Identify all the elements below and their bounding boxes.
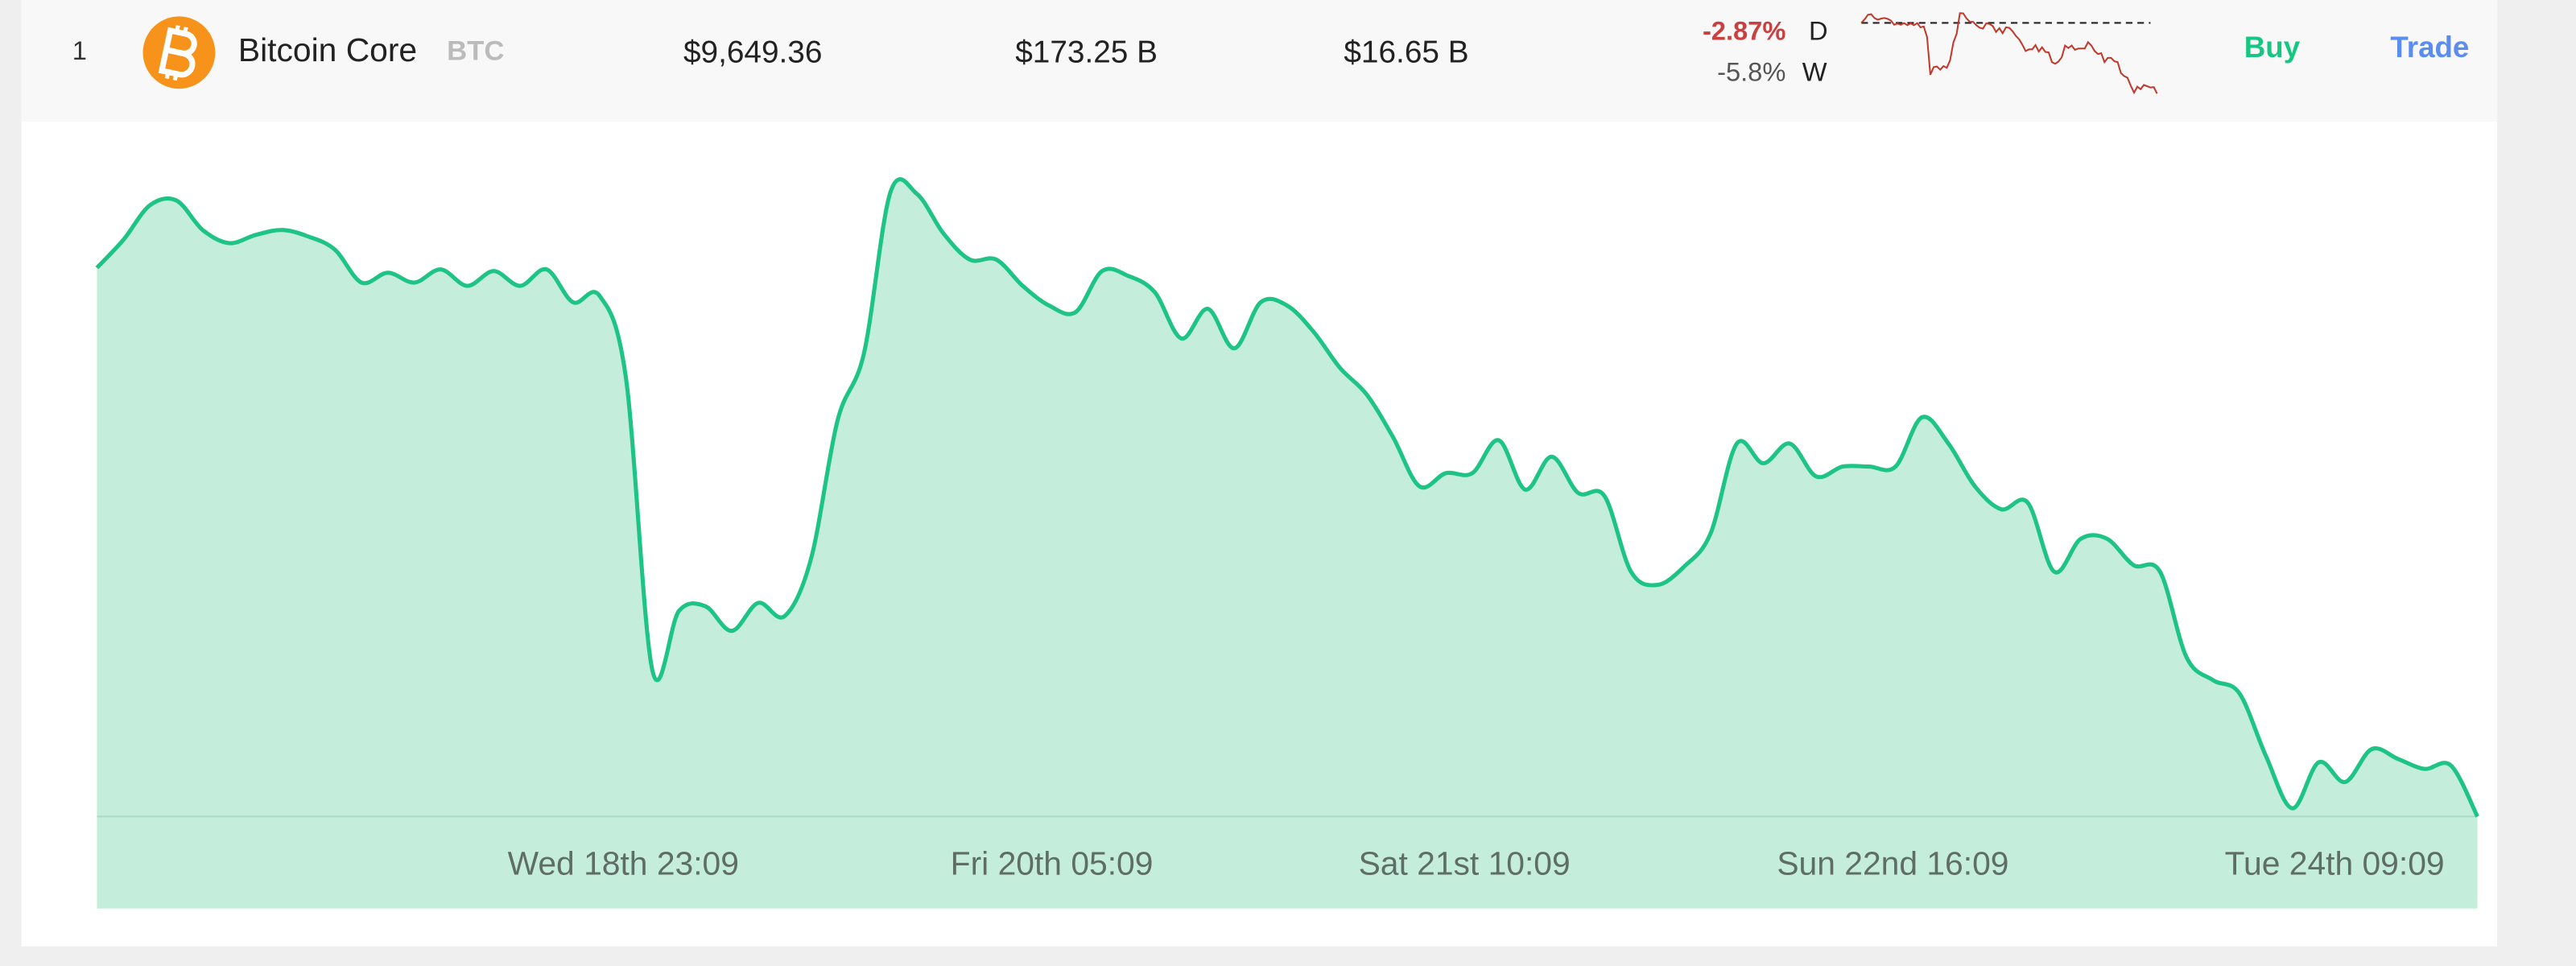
market-cap: $173.25 B [1015, 35, 1158, 70]
coin-symbol: BTC [447, 35, 504, 66]
day-label: D [1809, 15, 1828, 45]
x-tick-label: Wed 18th 23:09 [508, 844, 739, 881]
x-tick-label: Fri 20th 05:09 [951, 844, 1154, 881]
week-label: W [1802, 56, 1827, 86]
x-tick-label: Sat 21st 10:09 [1359, 844, 1571, 881]
volume: $16.65 B [1344, 35, 1468, 70]
coin-icon [142, 16, 216, 89]
coin-name[interactable]: Bitcoin Core [238, 31, 417, 68]
change-day: -2.87% [1703, 15, 1785, 45]
change-week: -5.8% [1717, 56, 1785, 86]
trade-button[interactable]: Trade [2390, 31, 2469, 64]
price: $9,649.36 [683, 35, 822, 70]
x-tick-label: Tue 24th 09:09 [2225, 844, 2445, 881]
rank: 1 [72, 35, 87, 65]
price-line [95, 177, 2479, 818]
price-area [97, 179, 2478, 909]
x-tick-label: Sun 22nd 16:09 [1777, 844, 2008, 881]
buy-button[interactable]: Buy [2244, 31, 2301, 64]
coin-row[interactable] [21, 0, 2498, 122]
sparkline [1860, 12, 2158, 95]
